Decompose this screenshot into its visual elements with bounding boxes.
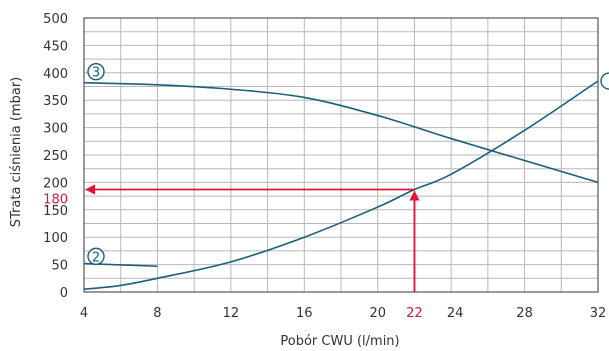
x-axis-title: Pobór CWU (l/min) [280, 334, 399, 349]
y-tick-label: 150 [43, 204, 68, 219]
x-tick-label: 32 [590, 306, 607, 321]
series-line-3 [83, 81, 599, 184]
y-tick-label: 50 [51, 259, 68, 274]
x-tick-label: 12 [223, 306, 240, 321]
series-markers-layer: 23 [87, 63, 609, 266]
y-tick-label: 500 [43, 12, 68, 27]
plot-frame [83, 17, 599, 293]
y-tick-label: 400 [43, 67, 68, 82]
y-tick-label: 250 [43, 149, 68, 164]
series-marker-circle-1 [600, 72, 609, 90]
highlight-horizontal-arrowhead [85, 184, 95, 195]
x-tick-label: 28 [516, 306, 533, 321]
y-tick-label: 100 [43, 231, 68, 246]
axis-layer [83, 17, 599, 293]
y-tick-label: 450 [43, 39, 68, 54]
highlight-layer: 22 180 [43, 184, 423, 321]
highlight-vertical-arrowhead [409, 190, 420, 201]
x-tick-label: 8 [153, 306, 161, 321]
x-tick-label: 24 [447, 306, 464, 321]
x-tick-label: 16 [296, 306, 313, 321]
series-marker-circle-3 [87, 63, 105, 81]
y-tick-label: 300 [43, 122, 68, 137]
x-tick-label: 4 [80, 306, 88, 321]
highlight-y-label: 180 [43, 193, 68, 208]
highlight-x-label: 22 [406, 306, 423, 321]
series-marker-circle-2 [87, 247, 105, 266]
series-marker-label-2: 2 [92, 250, 100, 265]
x-tick-label: 20 [369, 306, 386, 321]
y-tick-label: 200 [43, 176, 68, 191]
tick-labels-layer: 0 50 100 150 200 250 300 350 400 450 500 4 8 12 16 20 24… [43, 12, 606, 321]
series-line-1 [83, 80, 599, 291]
grid-layer [83, 17, 599, 293]
y-tick-label: 0 [60, 286, 68, 301]
y-axis-title: STrata ciśnienia (mbar) [9, 77, 24, 228]
series-marker-label-3: 3 [92, 66, 100, 81]
y-tick-label: 350 [43, 94, 68, 109]
